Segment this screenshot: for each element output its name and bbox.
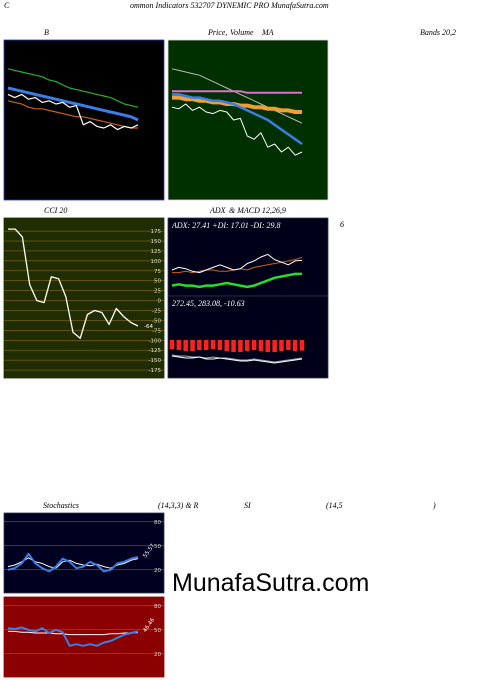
y-tick-label: -25 <box>152 309 161 315</box>
histogram-bar <box>224 340 230 351</box>
y-tick-label: 25 <box>154 289 161 295</box>
histogram-bar <box>210 340 216 349</box>
panel-label: Price, <box>207 28 227 37</box>
histogram-bar <box>197 340 202 350</box>
y-tick-label: 125 <box>151 249 162 255</box>
panel-label: 6 <box>340 220 344 229</box>
y-tick-label: 80 <box>154 520 161 526</box>
panel-background <box>3 217 165 379</box>
histogram-bar <box>292 340 298 351</box>
y-tick-label: -100 <box>149 338 162 344</box>
y-tick-label: -50 <box>152 318 161 324</box>
histogram-bar <box>286 340 291 350</box>
y-tick-label: 175 <box>151 229 162 235</box>
panel-label: & MACD 12,26,9 <box>229 206 286 215</box>
panel-label: B <box>44 28 49 37</box>
panel-annotation: ADX: 27.41 +DI: 17.01 -DI: 29.8 <box>171 221 281 230</box>
indicator-line <box>7 100 138 129</box>
panel-label: Volume <box>230 28 254 37</box>
y-tick-label: -150 <box>149 358 162 364</box>
indicator-line <box>171 103 303 156</box>
panel-label: Bands 20,2 <box>420 28 456 37</box>
panel-label: Stochastics <box>43 501 79 510</box>
histogram-bar <box>183 340 188 351</box>
y-tick-label: -125 <box>149 348 162 354</box>
indicator-line <box>172 93 303 146</box>
indicator-line <box>8 630 139 636</box>
panel-background <box>167 295 329 379</box>
y-tick-label: 20 <box>154 652 161 658</box>
value-label: -64 <box>144 324 153 330</box>
panel-label: SI <box>244 501 251 510</box>
y-tick-label: 50 <box>154 279 161 285</box>
indicator-line <box>171 355 303 364</box>
panel-annotation: 272.45, 283.08, -10.63 <box>172 299 245 308</box>
histogram-bar <box>238 340 243 352</box>
histogram-bar <box>169 340 175 349</box>
histogram-bar <box>231 340 236 352</box>
histogram-bar <box>190 340 195 351</box>
y-tick-label: 50 <box>154 628 161 634</box>
y-tick-label: 20 <box>154 568 161 574</box>
y-tick-label: -175 <box>149 368 162 374</box>
page-title: ommon Indicators 532707 DYNEMIC PRO Muna… <box>130 1 329 10</box>
indicator-line <box>171 272 302 289</box>
histogram-bar <box>176 340 182 350</box>
panel-background <box>3 39 165 201</box>
y-tick-label: 0 <box>158 299 162 305</box>
panel-label: MA <box>261 28 274 37</box>
watermark: MunafaSutra.com <box>172 569 369 597</box>
y-tick-label: 75 <box>154 269 161 275</box>
indicator-line <box>171 68 303 124</box>
y-tick-label: 80 <box>154 604 161 610</box>
panel-background <box>3 596 165 678</box>
panel-label: (14,5 <box>326 501 343 510</box>
y-tick-label: -75 <box>152 328 161 334</box>
panel-label: (14,3,3) & R <box>158 501 199 510</box>
histogram-bar <box>244 340 250 351</box>
indicator-line <box>171 253 303 274</box>
y-tick-label: 150 <box>151 239 162 245</box>
indicator-line <box>171 354 303 363</box>
indicator-line <box>172 90 302 94</box>
y-tick-label: 100 <box>151 259 162 265</box>
indicator-line <box>8 228 139 339</box>
histogram-bar <box>251 340 257 350</box>
histogram-bar <box>258 340 264 351</box>
indicator-line <box>7 552 139 573</box>
histogram-bar <box>299 340 305 351</box>
title-lead: C <box>4 1 10 10</box>
panel-label: CCI 20 <box>44 206 67 215</box>
indicator-line <box>7 86 139 122</box>
indicator-line <box>7 626 139 647</box>
histogram-bar <box>203 340 209 350</box>
histogram-bar <box>265 340 271 352</box>
panel-label: ) <box>432 501 436 510</box>
panel-background <box>167 39 329 201</box>
histogram-bar <box>217 340 223 350</box>
histogram-bar <box>272 340 277 352</box>
y-tick-label: 50 <box>154 544 161 550</box>
panel-label: ADX <box>209 206 227 215</box>
indicator-line <box>7 93 139 131</box>
panel-background <box>3 512 165 594</box>
histogram-bar <box>279 340 284 351</box>
indicator-line <box>7 68 139 108</box>
